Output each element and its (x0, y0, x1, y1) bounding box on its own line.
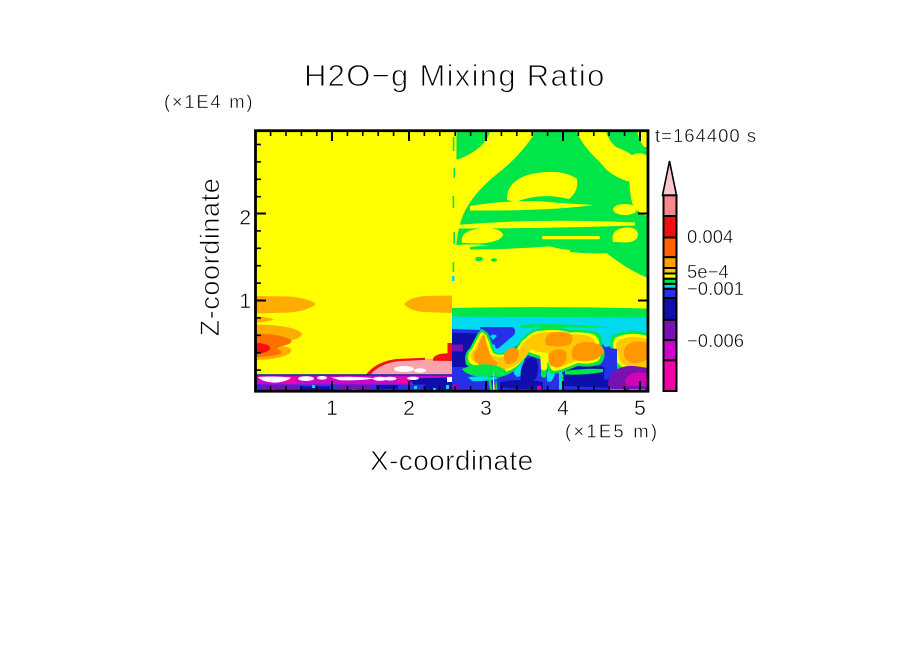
svg-text:t=164400 s: t=164400 s (655, 125, 757, 146)
svg-text:H2O−g Mixing Ratio: H2O−g Mixing Ratio (304, 58, 606, 93)
svg-text:−0.001: −0.001 (687, 278, 744, 299)
svg-text:1: 1 (239, 290, 251, 313)
svg-text:0.004: 0.004 (687, 226, 733, 247)
svg-text:5e−4: 5e−4 (687, 261, 729, 282)
svg-text:−0.006: −0.006 (687, 330, 744, 351)
svg-text:X-coordinate: X-coordinate (370, 445, 534, 476)
svg-text:(×1E4 m): (×1E4 m) (164, 91, 254, 112)
svg-text:4: 4 (557, 397, 569, 420)
svg-text:Z-coordinate: Z-coordinate (195, 178, 225, 337)
svg-text:2: 2 (239, 207, 251, 230)
svg-text:1: 1 (326, 397, 338, 420)
svg-text:5: 5 (634, 397, 646, 420)
svg-text:2: 2 (403, 397, 415, 420)
svg-text:3: 3 (480, 397, 492, 420)
svg-text:(×1E5 m): (×1E5 m) (565, 421, 659, 442)
